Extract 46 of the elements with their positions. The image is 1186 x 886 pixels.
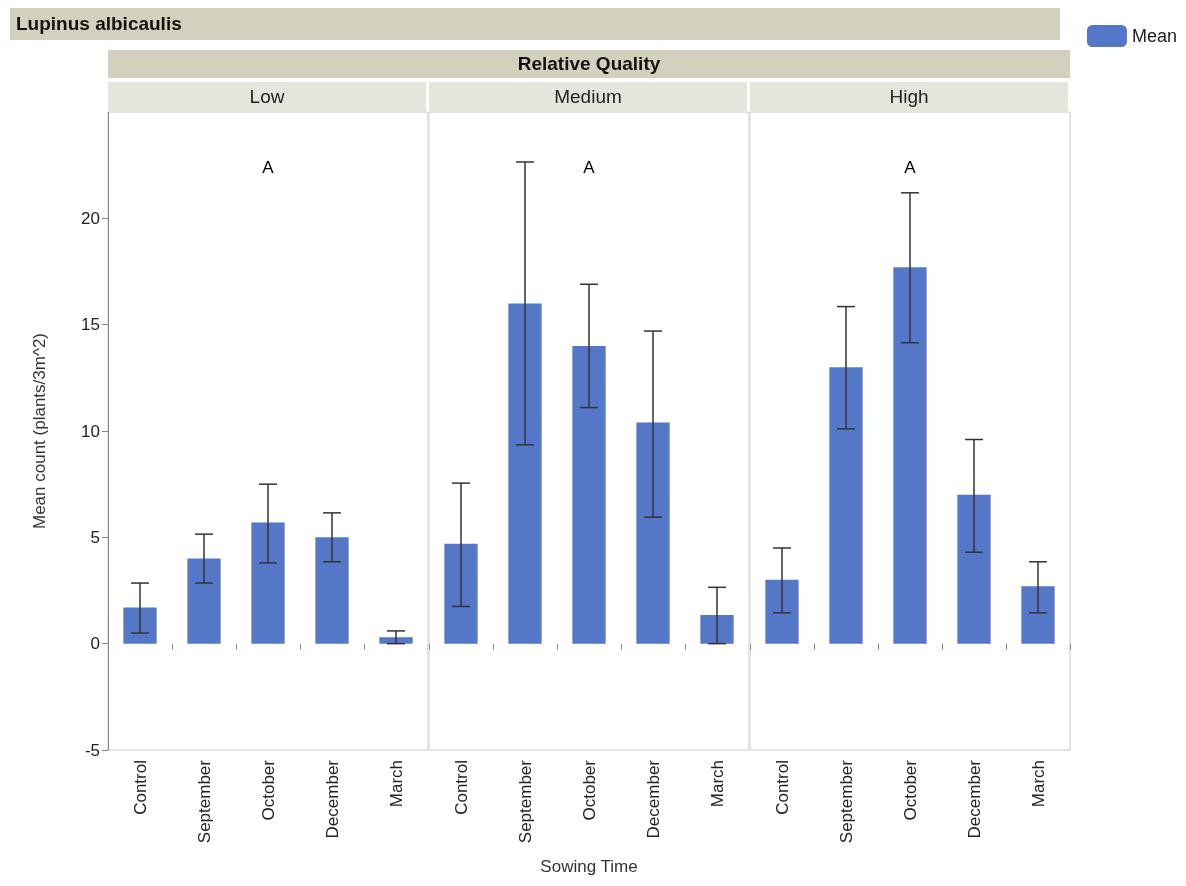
- bar: [700, 614, 734, 644]
- bar: [765, 579, 799, 644]
- bar: [829, 367, 863, 644]
- legend-label: Mean: [1131, 26, 1177, 46]
- annotation: A: [903, 158, 917, 178]
- x-tick-label: March: [1028, 760, 1048, 808]
- bar: [636, 422, 670, 644]
- x-tick-label: Control: [772, 760, 792, 815]
- x-axis-title: Sowing Time: [540, 857, 638, 876]
- bar: [1021, 586, 1055, 644]
- chart-title: Medium: [429, 82, 747, 112]
- bar: [444, 543, 478, 644]
- bar: [572, 345, 606, 644]
- y-tick-label: 5: [90, 527, 100, 547]
- x-tick-label: September: [836, 759, 856, 844]
- bar: [315, 537, 349, 644]
- y-tick-label: -5: [84, 740, 100, 760]
- bar: [123, 607, 157, 644]
- bar: [251, 522, 285, 644]
- x-tick-label: December: [964, 759, 984, 839]
- x-tick-label: October: [579, 759, 599, 821]
- x-tick-label: October: [258, 759, 278, 821]
- x-tick-label: October: [900, 759, 920, 821]
- y-axis-title: Mean count (plants/3m^2): [30, 332, 49, 530]
- annotation: A: [261, 158, 275, 178]
- x-tick-label: March: [707, 760, 727, 808]
- x-tick-label: December: [322, 759, 342, 839]
- bar: [187, 558, 221, 644]
- y-tick-label: 20: [81, 208, 100, 228]
- x-tick-label: December: [643, 759, 663, 839]
- bar: [893, 267, 927, 644]
- x-tick-label: September: [515, 759, 535, 844]
- annotation: A: [582, 158, 596, 178]
- x-tick-label: March: [386, 760, 406, 808]
- x-tick-label: Control: [130, 760, 150, 815]
- x-tick-label: September: [194, 759, 214, 844]
- bar: [508, 303, 542, 644]
- y-tick-label: 0: [90, 634, 100, 654]
- text: Lupinus albicaulis: [10, 8, 1060, 40]
- chart-title: High: [750, 82, 1068, 112]
- y-tick-label: 15: [81, 315, 100, 335]
- text: Relative Quality: [108, 50, 1070, 78]
- y-tick-label: 10: [81, 421, 100, 441]
- x-tick-label: Control: [451, 760, 471, 815]
- bar: [957, 494, 991, 644]
- chart-title: Low: [108, 82, 426, 112]
